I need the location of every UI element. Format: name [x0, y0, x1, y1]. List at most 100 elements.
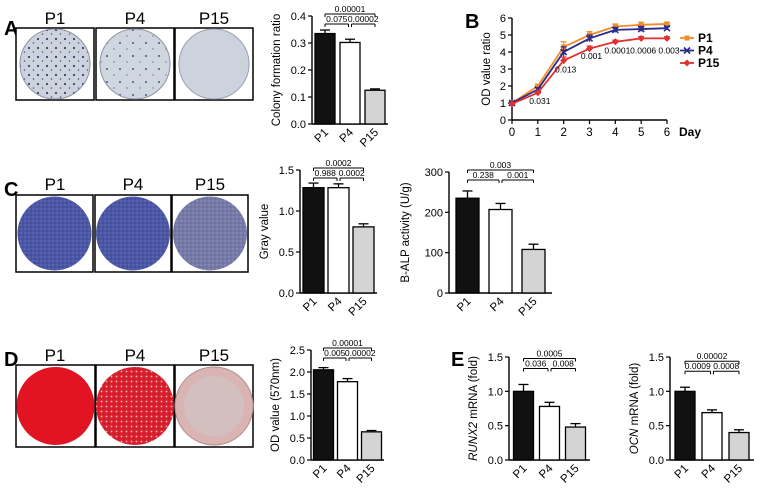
- y-tick-label: 0.5: [279, 247, 294, 259]
- data-point: [637, 34, 645, 42]
- x-tick-label: P1: [301, 296, 319, 314]
- y-tick-label: 2.5: [290, 345, 305, 357]
- legend-label: P1: [698, 31, 713, 45]
- y-tick-label: 0.5: [649, 421, 664, 433]
- p-value-label: 0.00001: [335, 4, 366, 14]
- legend-label: P4: [698, 44, 713, 58]
- data-point: [638, 22, 644, 28]
- stain-label: P4: [123, 175, 144, 194]
- p-value-label: 0.00002: [345, 348, 376, 358]
- bar-p1: [455, 197, 480, 294]
- bar-p4: [327, 187, 350, 294]
- y-tick-label: 0: [437, 288, 443, 300]
- y-tick-label: 0.2: [291, 65, 306, 77]
- y-tick-label: 1: [500, 98, 506, 110]
- p-value-label: 0.0008: [713, 361, 739, 371]
- p-value-label: 0.00002: [348, 14, 379, 24]
- y-tick-label: 100: [425, 248, 443, 260]
- y-axis-label: OD value ratio: [481, 32, 493, 106]
- panel-letter-a: A: [4, 18, 18, 40]
- bar-p4: [538, 405, 561, 461]
- stain-label: P4: [125, 9, 146, 28]
- y-tick-label: 0: [500, 115, 506, 127]
- y-tick-label: 0.1: [291, 92, 306, 104]
- bar-chart-e1: 0.0 0.5 1.0 1.5 RUNX2 mRNA (fold) P1 P4 P15 0.00…: [468, 348, 590, 486]
- data-point: [637, 25, 645, 33]
- p-value-label: 0.001: [581, 51, 603, 61]
- y-tick-label: 0.3: [291, 38, 306, 50]
- legend-marker: [683, 59, 691, 67]
- y-tick-label: 1.0: [279, 206, 294, 218]
- x-tick-label: 5: [638, 127, 644, 139]
- data-point: [535, 83, 541, 89]
- y-axis-label: Gray value: [259, 204, 271, 260]
- bar-p15: [728, 431, 750, 461]
- y-tick-label: 1.5: [488, 352, 503, 364]
- data-point: [664, 21, 670, 27]
- x-tick-label: P1: [673, 463, 691, 481]
- stain-label: P1: [45, 9, 66, 28]
- bar-p15: [360, 431, 383, 461]
- y-axis-label: Colony formation ratio: [271, 14, 283, 127]
- culture-dish-image: [184, 376, 244, 436]
- x-axis-label: Day: [679, 125, 701, 139]
- data-point: [585, 34, 594, 42]
- stain-label: P15: [195, 175, 225, 194]
- culture-dish-image: [96, 196, 170, 271]
- y-axis-label: B-ALP activity (U/g): [400, 182, 412, 282]
- panel-letter-e: E: [451, 349, 464, 371]
- p-value-label: 0.988: [315, 168, 337, 178]
- y-tick-label: 1.0: [649, 386, 664, 398]
- p-value-label: 0.0001: [604, 46, 630, 56]
- x-tick-label: P15: [358, 127, 381, 150]
- p-value-label: 0.00001: [332, 338, 363, 348]
- y-tick-label: 0.4: [291, 11, 306, 23]
- y-tick-label: 0.0: [291, 119, 306, 131]
- x-tick-label: P1: [311, 463, 329, 481]
- stain-label: P4: [125, 346, 146, 365]
- y-tick-label: 1.5: [290, 389, 305, 401]
- panel-letter-b: B: [465, 11, 479, 33]
- x-tick-label: P1: [511, 463, 529, 481]
- y-tick-label: 0.5: [290, 433, 305, 445]
- x-tick-label: 2: [560, 127, 566, 139]
- y-tick-label: 0.5: [488, 421, 503, 433]
- y-axis-label-unit: mRNA (fold): [468, 356, 480, 422]
- bar-p1: [314, 32, 336, 125]
- stain-label: P15: [199, 9, 229, 28]
- p-value-label: 0.003: [490, 160, 512, 170]
- y-axis-label-gene: RUNX2: [468, 421, 480, 461]
- bar-p15: [364, 89, 386, 125]
- p-value-label: 0.0006: [630, 46, 656, 56]
- p-value-label: 0.003: [658, 46, 680, 56]
- x-tick-label: P4: [537, 462, 556, 481]
- stain-label: P1: [45, 175, 66, 194]
- x-tick-label: P15: [355, 463, 378, 486]
- bar-chart-e2: 0.0 0.5 1.0 1.5 OCN mRNA (fold) P1 P4 P15 0.0000…: [629, 351, 754, 486]
- data-point: [534, 89, 542, 97]
- p-value-label: 0.001: [507, 170, 529, 180]
- x-tick-label: P4: [338, 126, 357, 145]
- data-point: [586, 45, 593, 53]
- data-point: [508, 100, 516, 108]
- data-point: [663, 24, 671, 32]
- x-tick-label: P15: [517, 296, 540, 319]
- bar-p1: [674, 390, 696, 461]
- x-tick-label: P4: [700, 462, 719, 481]
- data-point: [611, 26, 619, 34]
- p-value-label: 0.036: [525, 358, 547, 368]
- x-tick-label: 3: [586, 127, 592, 139]
- stain-row-c: P1 P4 P15: [15, 175, 249, 273]
- p-value-label: 0.075: [326, 14, 348, 24]
- data-point: [560, 57, 568, 64]
- y-tick-label: 0.0: [649, 455, 664, 467]
- y-tick-label: 0.0: [279, 288, 294, 300]
- x-tick-label: P15: [347, 296, 370, 319]
- culture-dish-image: [96, 367, 174, 445]
- bar-p1: [512, 390, 535, 461]
- y-tick-label: 2.0: [290, 367, 305, 379]
- x-tick-label: P4: [326, 295, 345, 314]
- stain-label: P1: [45, 346, 66, 365]
- panel-letter-d: D: [4, 349, 18, 371]
